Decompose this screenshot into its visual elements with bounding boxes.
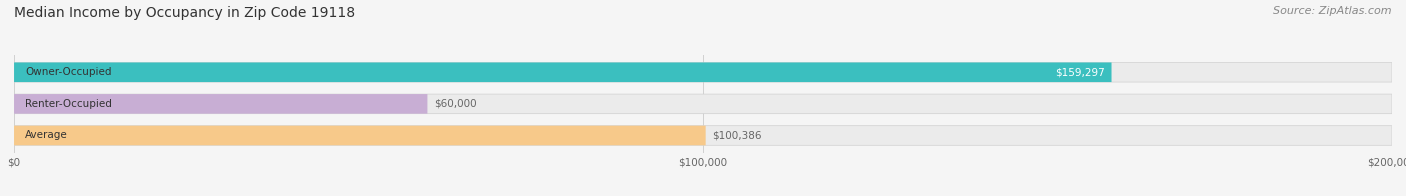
Text: $60,000: $60,000 — [434, 99, 477, 109]
FancyBboxPatch shape — [14, 63, 1112, 82]
Text: Renter-Occupied: Renter-Occupied — [25, 99, 112, 109]
FancyBboxPatch shape — [14, 126, 706, 145]
Text: $159,297: $159,297 — [1054, 67, 1105, 77]
Text: Source: ZipAtlas.com: Source: ZipAtlas.com — [1274, 6, 1392, 16]
FancyBboxPatch shape — [14, 94, 1392, 114]
Text: Owner-Occupied: Owner-Occupied — [25, 67, 111, 77]
Text: Median Income by Occupancy in Zip Code 19118: Median Income by Occupancy in Zip Code 1… — [14, 6, 356, 20]
FancyBboxPatch shape — [14, 94, 427, 114]
Text: Average: Average — [25, 131, 67, 141]
FancyBboxPatch shape — [14, 126, 1392, 145]
FancyBboxPatch shape — [14, 63, 1392, 82]
Text: $100,386: $100,386 — [713, 131, 762, 141]
